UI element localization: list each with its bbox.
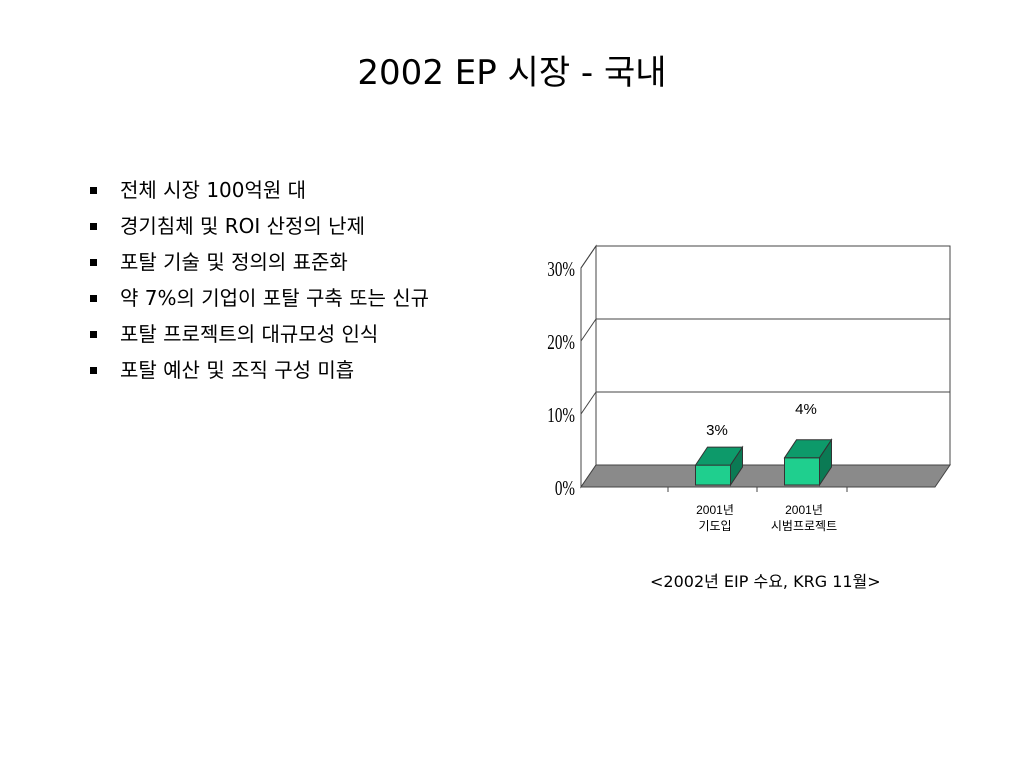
data-label: 4% [795, 401, 817, 418]
y-tick-label: 20% [547, 331, 575, 354]
chart-back-wall [595, 245, 951, 466]
bullet-item: 포탈 예산 및 조직 구성 미흡 [90, 356, 450, 384]
y-tick-label: 0% [555, 477, 575, 500]
bullet-square-icon [90, 331, 97, 338]
gridline-side [580, 318, 597, 342]
bullet-list: 전체 시장 100억원 대 경기침체 및 ROI 산정의 난제 포탈 기술 및 … [90, 176, 450, 392]
chart-side-wall [580, 244, 597, 489]
bullet-square-icon [90, 367, 97, 374]
bullet-text: 경기침체 및 ROI 산정의 난제 [120, 214, 365, 238]
bar [784, 457, 820, 486]
slide-title: 2002 EP 시장 - 국내 [357, 53, 667, 93]
x-tick-label: 시범프로젝트 [771, 519, 837, 533]
source-caption: <2002년 EIP 수요, KRG 11월> [650, 572, 881, 591]
x-tick-label: 2001년 [696, 503, 734, 517]
bullet-text: 포탈 예산 및 조직 구성 미흡 [120, 358, 355, 382]
bullet-text: 포탈 기술 및 정의의 표준화 [120, 250, 348, 274]
bullet-item: 경기침체 및 ROI 산정의 난제 [90, 212, 450, 240]
x-tick-label: 2001년 [785, 503, 823, 517]
gridline-side [580, 391, 597, 415]
bullet-text: 약 7%의 기업이 포탈 구축 또는 신규 [120, 286, 430, 310]
bar-side [819, 438, 832, 487]
bullet-square-icon [90, 187, 97, 194]
y-tick-label: 10% [547, 404, 575, 427]
bullet-text: 전체 시장 100억원 대 [120, 178, 307, 202]
y-tick-label: 30% [547, 258, 575, 281]
x-tick-label: 기도입 [698, 519, 731, 533]
bullet-square-icon [90, 295, 97, 302]
bullet-item: 전체 시장 100억원 대 [90, 176, 450, 204]
bullet-square-icon [90, 259, 97, 266]
chart-floor [580, 464, 951, 488]
bar-side [730, 445, 743, 487]
bullet-item: 포탈 기술 및 정의의 표준화 [90, 248, 450, 276]
gridline-side [580, 245, 597, 269]
bar [695, 464, 731, 486]
bullet-item: 포탈 프로젝트의 대규모성 인식 [90, 320, 450, 348]
data-label: 3% [706, 422, 728, 439]
bullet-square-icon [90, 223, 97, 230]
bullet-text: 포탈 프로젝트의 대규모성 인식 [120, 322, 379, 346]
bullet-item: 약 7%의 기업이 포탈 구축 또는 신규 [90, 284, 450, 312]
